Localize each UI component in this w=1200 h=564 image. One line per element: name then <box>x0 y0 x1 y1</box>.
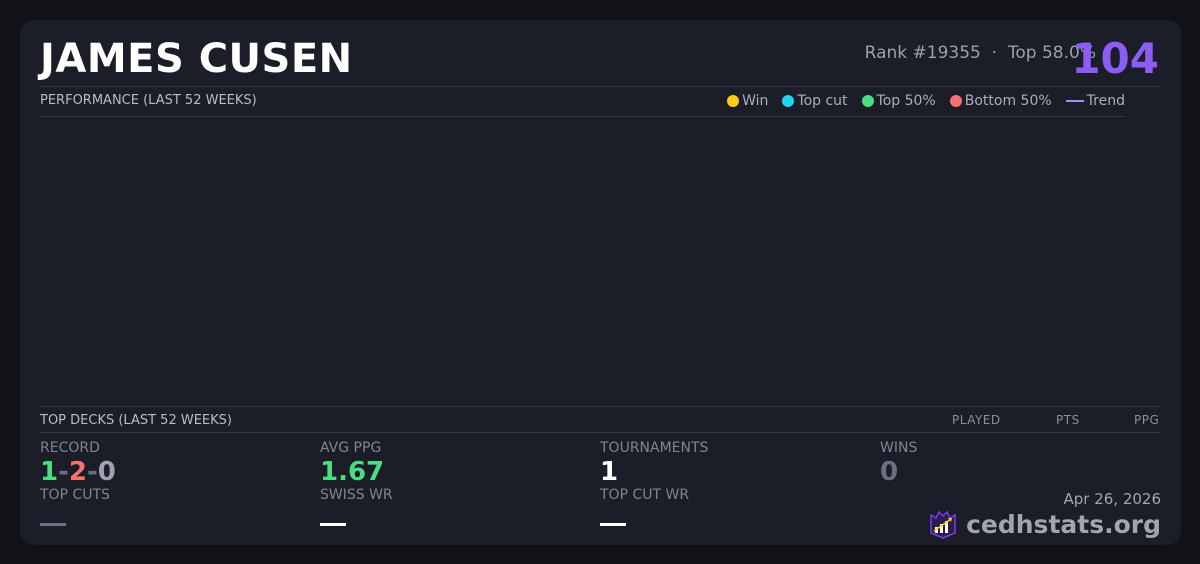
col-ppg: PPG <box>1134 413 1160 427</box>
date: Apr 26, 2026 <box>1063 490 1161 508</box>
stat-avg-ppg: AVG PPG 1.67 SWISS WR <box>320 440 393 526</box>
col-played: PLAYED <box>952 413 1001 427</box>
trend-line-icon <box>1065 100 1084 102</box>
rank-line: Rank #19355 · Top 58.0% <box>865 43 1096 63</box>
win-dot-icon <box>727 95 740 107</box>
swiss-wr-value <box>320 523 346 526</box>
stat-wins: WINS 0 <box>880 440 918 487</box>
player-score: 104 <box>1071 34 1159 83</box>
separator: · <box>991 43 998 63</box>
divider <box>40 116 1125 117</box>
stat-tournaments: TOURNAMENTS 1 TOP CUT WR <box>600 440 708 526</box>
top-cut-wr-value <box>600 523 626 526</box>
chart-legend: Win Top cut Top 50% Bottom 50% Trend <box>727 93 1125 109</box>
player-name: JAMES CUSEN <box>40 36 353 82</box>
stat-record: RECORD 1-2-0 TOP CUTS <box>40 440 116 526</box>
top-50-dot-icon <box>861 95 874 107</box>
divider <box>40 432 1161 433</box>
col-pts: PTS <box>1056 413 1080 427</box>
bottom-50-dot-icon <box>949 95 962 107</box>
legend-win: Win <box>727 93 768 109</box>
legend-top-50: Top 50% <box>861 93 936 109</box>
legend-top-cut: Top cut <box>782 93 848 109</box>
performance-title: PERFORMANCE (LAST 52 WEEKS) <box>40 93 257 108</box>
brand-logo: cedhstats.org <box>928 509 1161 539</box>
record-losses: 2 <box>68 457 87 487</box>
divider <box>40 86 1161 87</box>
legend-bottom-50: Bottom 50% <box>949 93 1052 109</box>
top-decks-title: TOP DECKS (LAST 52 WEEKS) <box>40 413 232 428</box>
rank: Rank #19355 <box>864 43 981 63</box>
record-wins: 1 <box>40 457 59 487</box>
player-card: JAMES CUSEN Rank #19355 · Top 58.0% 104 … <box>20 20 1181 545</box>
divider <box>40 406 1161 407</box>
top-percent: Top 58.0% <box>1007 43 1096 63</box>
record-draws: 0 <box>97 457 116 487</box>
top-cuts-value <box>40 523 66 526</box>
top-cut-dot-icon <box>782 95 795 107</box>
cedhstats-logo-icon <box>930 510 956 539</box>
legend-trend: Trend <box>1065 93 1125 109</box>
